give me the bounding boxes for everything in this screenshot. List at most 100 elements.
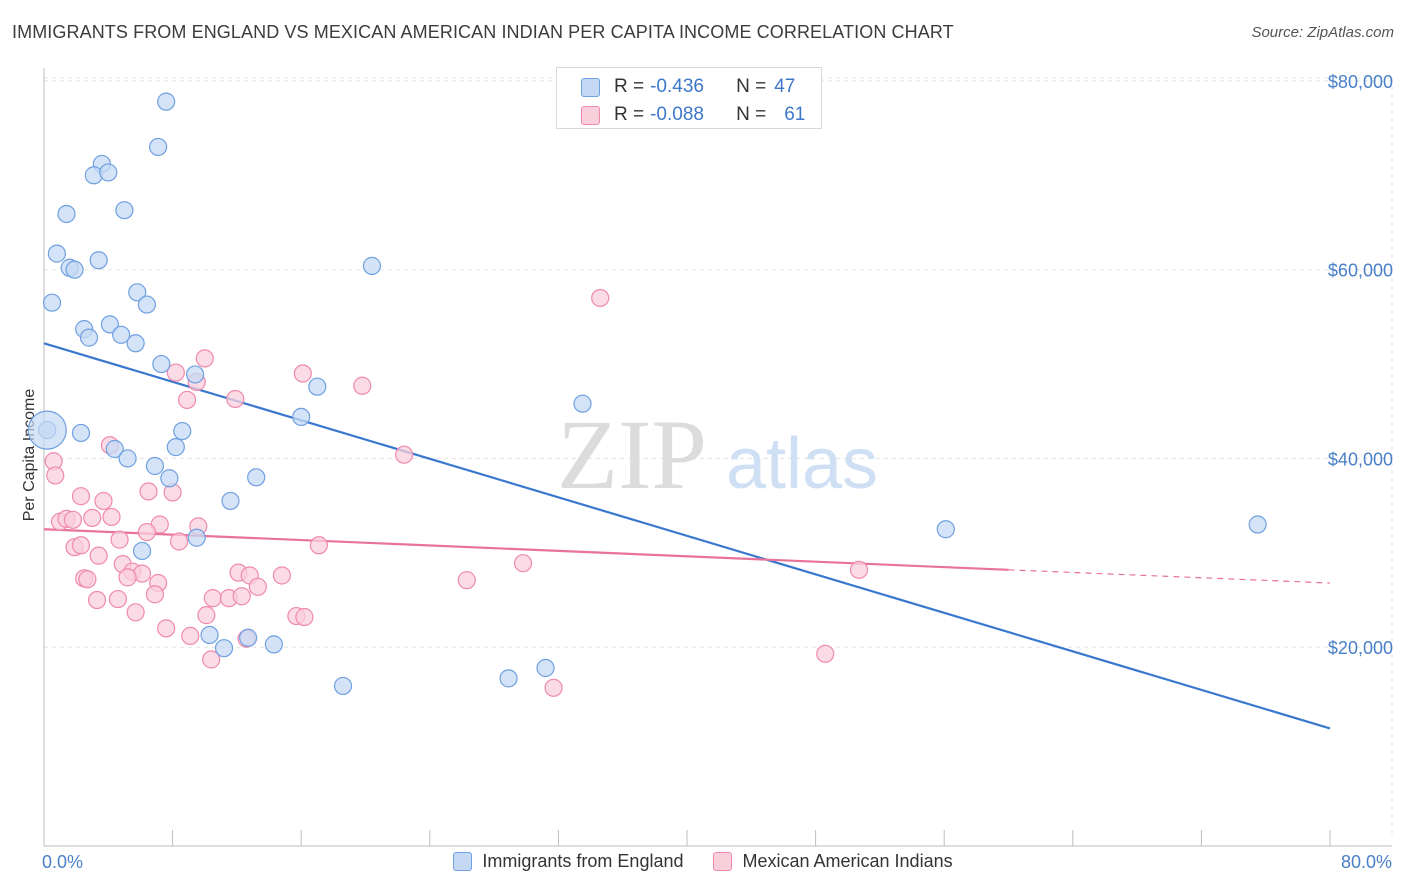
data-point: [160, 469, 179, 488]
data-point: [166, 363, 185, 382]
trend-line: [43, 342, 1331, 730]
watermark-atlas: atlas: [726, 424, 878, 504]
data-point: [63, 510, 83, 529]
data-point: [166, 438, 185, 457]
legend-row-mexican: R = -0.088 N = 61: [581, 104, 805, 126]
data-point: [499, 669, 518, 688]
data-point: [118, 449, 137, 468]
data-point: [353, 376, 372, 395]
data-point: [333, 676, 353, 696]
data-point: [157, 619, 176, 638]
r-value: -0.436: [650, 76, 704, 97]
data-point: [118, 568, 137, 587]
data-point: [536, 658, 555, 678]
data-point: [308, 377, 327, 396]
data-point: [221, 491, 240, 511]
data-point: [272, 566, 292, 585]
data-point: [591, 288, 610, 308]
data-point: [47, 244, 66, 263]
data-point: [115, 201, 134, 220]
data-point: [239, 628, 258, 647]
r-label: R =: [614, 104, 645, 125]
data-point: [309, 536, 328, 555]
data-point: [94, 491, 113, 511]
legend-item-england[interactable]: Immigrants from England: [453, 851, 683, 872]
data-point: [573, 394, 592, 413]
data-point: [71, 487, 91, 506]
axes: [43, 68, 1392, 847]
data-points: [27, 92, 1267, 697]
data-point: [78, 570, 97, 589]
gridlines: [44, 77, 1393, 836]
source-label: Source: ZipAtlas.com: [1251, 24, 1394, 41]
legend-label-england: Immigrants from England: [482, 851, 684, 871]
data-point: [145, 456, 165, 476]
y-tick-label: $80,000: [1328, 72, 1393, 92]
data-point: [936, 520, 955, 539]
data-point: [102, 507, 121, 527]
data-point: [177, 390, 197, 410]
legend-swatch-mexican: [713, 852, 733, 871]
series-legend: Immigrants from England Mexican American…: [0, 851, 1406, 872]
data-point: [173, 421, 192, 441]
watermark-zip: ZIP: [557, 399, 707, 510]
data-point: [137, 522, 156, 542]
data-point: [264, 635, 283, 654]
y-tick-label: $40,000: [1328, 449, 1393, 469]
data-point: [816, 644, 835, 663]
legend-item-mexican[interactable]: Mexican American Indians: [713, 851, 953, 872]
legend-swatch-england: [581, 77, 600, 97]
data-point: [214, 639, 234, 658]
legend-row-england: R = -0.436 N = 47: [581, 76, 795, 98]
data-point: [89, 546, 108, 565]
data-point: [139, 482, 158, 501]
data-point: [186, 365, 205, 384]
data-point: [513, 554, 533, 573]
trend-line-extension: [1008, 569, 1331, 584]
watermark: ZIP atlas: [557, 399, 878, 510]
data-point: [105, 439, 124, 459]
y-tick-label: $60,000: [1328, 261, 1393, 281]
data-point: [112, 325, 131, 344]
data-point: [128, 283, 147, 302]
data-point: [152, 354, 171, 374]
data-point: [187, 528, 206, 547]
data-point: [57, 204, 76, 224]
data-point: [232, 587, 251, 606]
data-point: [100, 315, 120, 334]
data-point: [203, 589, 222, 608]
data-point: [1248, 515, 1267, 534]
data-point-large: [27, 410, 67, 450]
r-label: R =: [614, 76, 645, 97]
data-point: [89, 251, 108, 270]
data-point: [99, 163, 118, 182]
data-point: [79, 328, 99, 347]
data-point: [71, 423, 91, 443]
data-point: [195, 349, 214, 368]
data-point: [110, 530, 129, 549]
n-value: 47: [774, 76, 796, 97]
legend-swatch-mexican: [581, 105, 600, 125]
data-point: [145, 585, 165, 604]
data-point: [137, 295, 156, 314]
data-point: [200, 625, 219, 645]
data-point: [126, 603, 145, 622]
data-point: [149, 137, 168, 157]
data-point: [226, 389, 245, 409]
data-point: [71, 536, 91, 555]
data-point: [169, 532, 189, 551]
x-tick-max: 80.0%: [1340, 852, 1392, 872]
x-tick-min: 0.0%: [42, 852, 84, 872]
y-tick-labels: $20,000 $40,000 $60,000 $80,000: [1328, 72, 1393, 658]
data-point: [292, 407, 311, 427]
data-point: [202, 650, 221, 669]
data-point: [65, 260, 84, 279]
n-label: N =: [736, 104, 767, 125]
data-point: [132, 541, 152, 561]
data-point: [157, 92, 176, 111]
data-point: [248, 577, 267, 596]
data-point: [247, 468, 266, 487]
n-label: N =: [736, 76, 767, 97]
data-point: [87, 590, 107, 610]
